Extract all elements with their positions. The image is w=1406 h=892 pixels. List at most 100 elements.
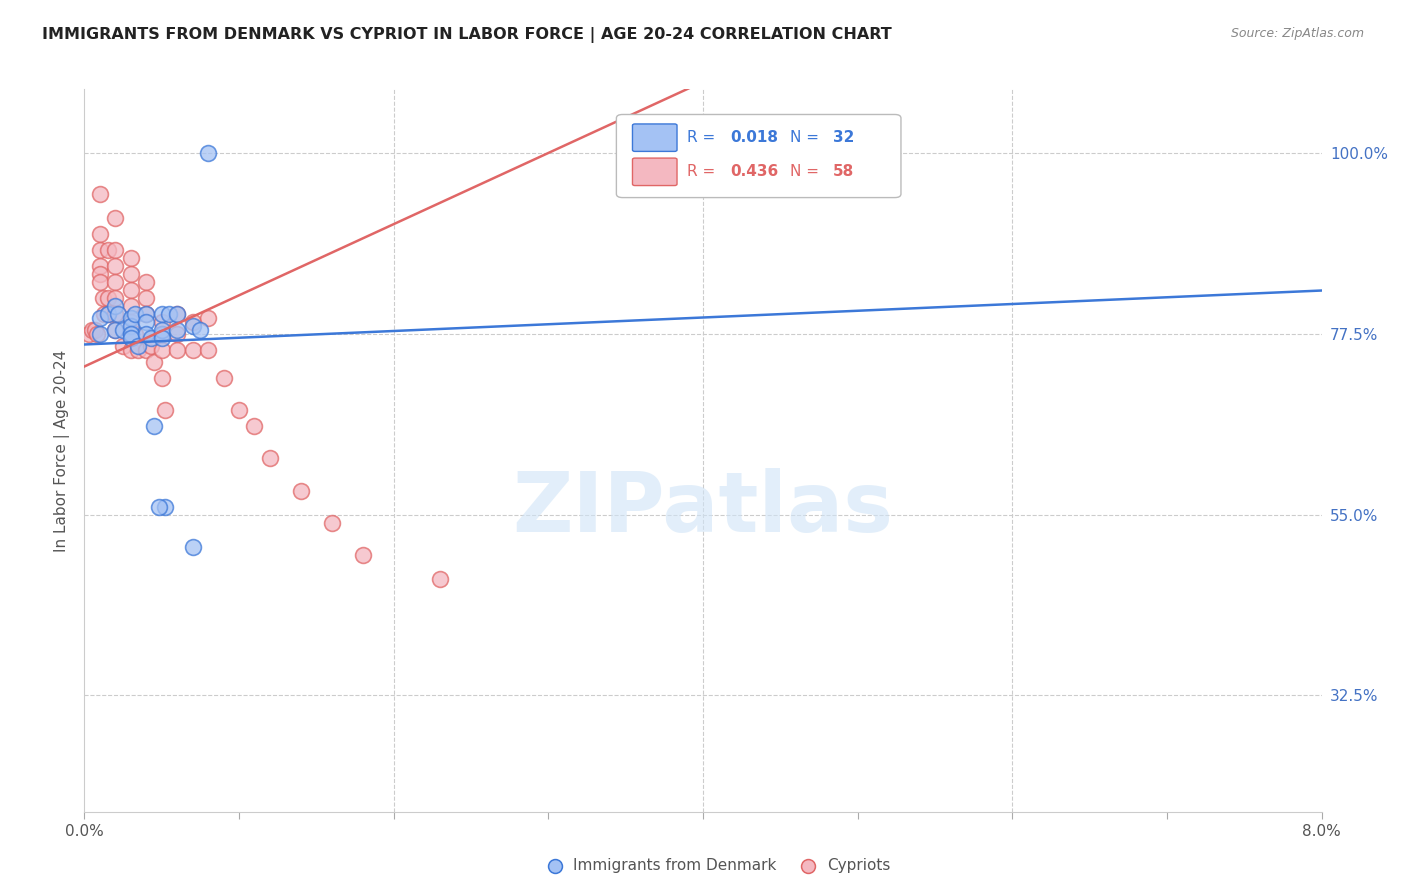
Point <box>77 327 100 342</box>
Point <box>89 267 111 281</box>
Point <box>150 323 173 337</box>
Point <box>124 307 146 321</box>
Point <box>120 251 142 265</box>
Point <box>120 299 142 313</box>
Point <box>93 307 115 321</box>
Text: Immigrants from Denmark: Immigrants from Denmark <box>574 858 776 873</box>
Point <box>86 327 108 342</box>
Point <box>139 331 162 345</box>
Point <box>120 319 142 334</box>
Point <box>120 267 142 281</box>
Point <box>197 311 219 326</box>
Point <box>181 315 204 329</box>
Point <box>104 307 127 321</box>
Point <box>96 307 118 321</box>
Point <box>290 483 312 498</box>
Point <box>91 291 114 305</box>
Text: Cypriots: Cypriots <box>827 858 890 873</box>
Point <box>181 319 204 334</box>
Point <box>120 315 142 329</box>
Point <box>120 327 142 342</box>
Point <box>104 243 127 257</box>
Point <box>120 327 142 342</box>
Point <box>150 343 173 358</box>
Point <box>166 307 188 321</box>
Point <box>104 323 127 337</box>
Point <box>89 227 111 241</box>
Point <box>89 243 111 257</box>
Point <box>143 419 166 434</box>
Point <box>104 299 127 313</box>
Point <box>150 327 173 342</box>
Point <box>104 259 127 273</box>
Point <box>120 311 142 326</box>
Point <box>153 403 176 417</box>
Point <box>166 323 188 337</box>
Point <box>82 323 104 337</box>
FancyBboxPatch shape <box>633 158 678 186</box>
Point <box>104 323 127 337</box>
Point <box>135 275 157 289</box>
Point <box>197 343 219 358</box>
FancyBboxPatch shape <box>633 124 678 152</box>
Point <box>150 315 173 329</box>
Point <box>104 275 127 289</box>
Point <box>89 259 111 273</box>
Point <box>135 307 157 321</box>
Point <box>429 572 451 586</box>
Point <box>135 291 157 305</box>
Point <box>150 307 173 321</box>
Point <box>135 327 157 342</box>
Point <box>104 211 127 225</box>
Point <box>159 307 180 321</box>
Point <box>89 311 111 326</box>
Text: 58: 58 <box>832 164 855 179</box>
Text: 0.436: 0.436 <box>730 164 779 179</box>
Point <box>89 186 111 201</box>
Point <box>135 315 157 329</box>
Point <box>84 323 107 337</box>
Text: 0.018: 0.018 <box>730 130 778 145</box>
Point <box>135 343 157 358</box>
Point <box>212 371 235 385</box>
Point <box>127 343 149 358</box>
Point <box>89 327 111 342</box>
Point <box>259 451 281 466</box>
Point <box>181 540 204 554</box>
Point <box>107 307 129 321</box>
Point <box>127 339 149 353</box>
Point <box>150 327 173 342</box>
Text: N =: N = <box>790 130 824 145</box>
Point <box>120 343 142 358</box>
Point <box>181 343 204 358</box>
Point <box>148 500 170 514</box>
Point <box>124 327 146 342</box>
Text: R =: R = <box>688 130 720 145</box>
Point <box>166 327 188 342</box>
Point <box>150 371 173 385</box>
Y-axis label: In Labor Force | Age 20-24: In Labor Force | Age 20-24 <box>55 350 70 551</box>
Text: R =: R = <box>688 164 720 179</box>
Point <box>352 548 374 562</box>
Point <box>112 339 135 353</box>
Point <box>143 355 166 369</box>
Point <box>96 307 118 321</box>
Point <box>166 307 188 321</box>
Text: 32: 32 <box>832 130 855 145</box>
Point <box>104 291 127 305</box>
Point <box>166 343 188 358</box>
Point <box>112 323 135 337</box>
Point <box>120 283 142 297</box>
Point <box>197 146 219 161</box>
Point <box>135 307 157 321</box>
Point <box>89 275 111 289</box>
Point <box>96 291 118 305</box>
Point <box>139 339 162 353</box>
Point <box>150 331 173 345</box>
Point <box>228 403 250 417</box>
Point <box>96 243 118 257</box>
Point <box>243 419 266 434</box>
Text: ZIPatlas: ZIPatlas <box>513 467 893 549</box>
Text: IMMIGRANTS FROM DENMARK VS CYPRIOT IN LABOR FORCE | AGE 20-24 CORRELATION CHART: IMMIGRANTS FROM DENMARK VS CYPRIOT IN LA… <box>42 27 891 43</box>
FancyBboxPatch shape <box>616 114 901 198</box>
